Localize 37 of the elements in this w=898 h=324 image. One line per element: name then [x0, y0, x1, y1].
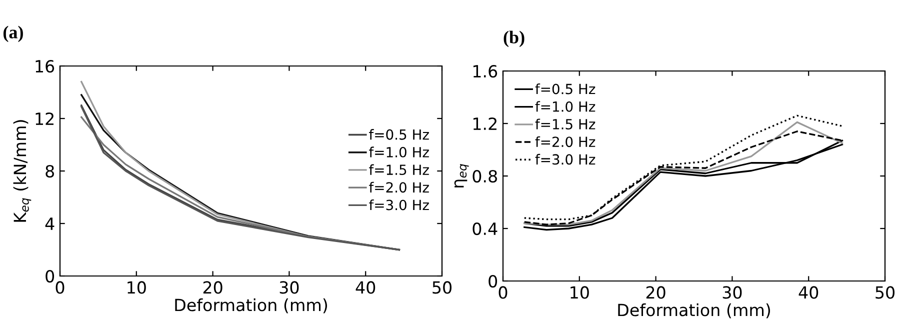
- y-axis-title: η$_{eq}$: [454, 164, 469, 188]
- x-tick-label: 50: [432, 281, 452, 294]
- x-tick-label: 30: [280, 281, 299, 294]
- x-tick-label: 20: [203, 281, 222, 294]
- x-axis-title: Deformation (mm): [618, 303, 770, 318]
- y-tick-label: 0.8: [472, 170, 497, 183]
- y-tick-label: 8: [46, 164, 54, 178]
- x-tick-label: 50: [876, 286, 894, 299]
- x-tick-label: 30: [722, 286, 742, 299]
- x-tick-label: 20: [646, 286, 666, 299]
- x-tick-label: 0: [56, 281, 64, 294]
- x-tick-label: 10: [570, 286, 589, 299]
- x-tick-label: 10: [128, 281, 146, 294]
- y-tick-label: 0: [46, 270, 54, 283]
- legend-label: f=1.5 Hz: [535, 118, 596, 130]
- y-tick-label: 4: [45, 218, 54, 230]
- legend-label: f=1.5 Hz: [369, 164, 429, 176]
- chart-title: (b): [504, 30, 524, 48]
- legend-label: f=2.0 Hz: [535, 136, 596, 148]
- x-tick-label: 40: [356, 281, 376, 294]
- x-axis-title: Deformation (mm): [175, 298, 327, 314]
- y-tick-label: 12: [36, 112, 54, 125]
- y-tick-label: 1.2: [473, 117, 496, 130]
- legend-label: f=3.0 Hz: [535, 154, 596, 165]
- y-tick-label: 16: [36, 60, 54, 73]
- y-tick-label: 0.4: [472, 222, 498, 236]
- x-tick-label: 40: [798, 286, 818, 299]
- legend-label: f=2.0 Hz: [369, 182, 429, 193]
- legend-label: f=0.5 Hz: [535, 84, 596, 94]
- y-tick-label: 1.6: [473, 64, 498, 78]
- legend-label: f=0.5 Hz: [369, 129, 429, 140]
- x-tick-label: 0: [498, 286, 508, 299]
- y-axis-title: K$_{eq}$ (kN/mm): [13, 120, 32, 222]
- legend-label: f=1.0 Hz: [535, 101, 596, 112]
- chart-title: (a): [3, 26, 23, 42]
- legend-label: f=3.0 Hz: [369, 199, 429, 210]
- legend-label: f=1.0 Hz: [369, 146, 429, 158]
